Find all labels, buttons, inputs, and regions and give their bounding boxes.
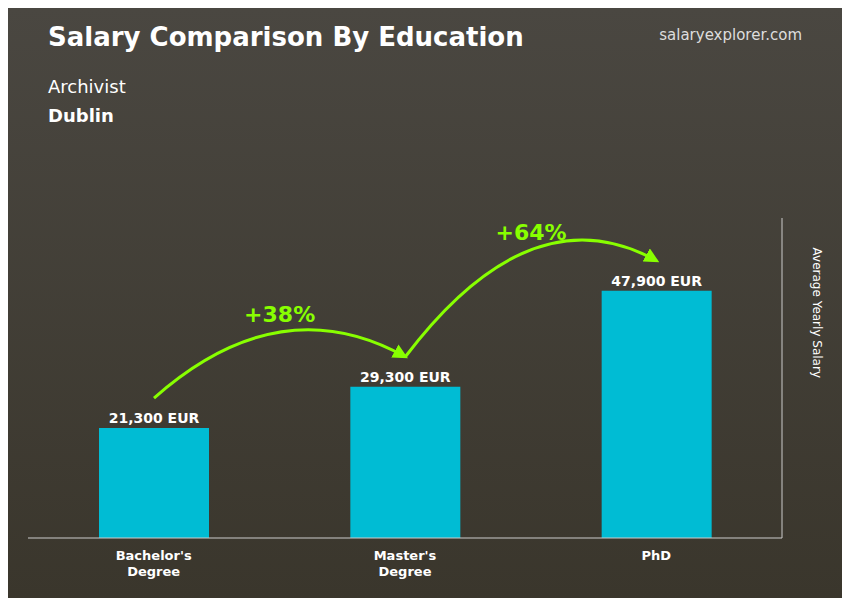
html-text:Salary Comparison By Education: Salary Comparison By Education <box>48 22 524 52</box>
svg-text:+64%: +64% <box>495 220 566 245</box>
svg-text:Master'sDegree: Master'sDegree <box>374 548 437 579</box>
html-text:Archivist: Archivist <box>48 76 126 97</box>
svg-text:Bachelor'sDegree: Bachelor'sDegree <box>116 548 192 579</box>
svg-text:Average Yearly Salary: Average Yearly Salary <box>810 248 824 378</box>
html-text:salaryexplorer.com: salaryexplorer.com <box>659 26 802 44</box>
html-text:Dublin: Dublin <box>48 105 114 126</box>
svg-text:47,900 EUR: 47,900 EUR <box>611 273 702 289</box>
svg-text:29,300 EUR: 29,300 EUR <box>360 369 451 385</box>
svg-text:21,300 EUR: 21,300 EUR <box>109 410 200 426</box>
svg-text:PhD: PhD <box>642 548 672 563</box>
svg-text:+38%: +38% <box>244 302 315 327</box>
